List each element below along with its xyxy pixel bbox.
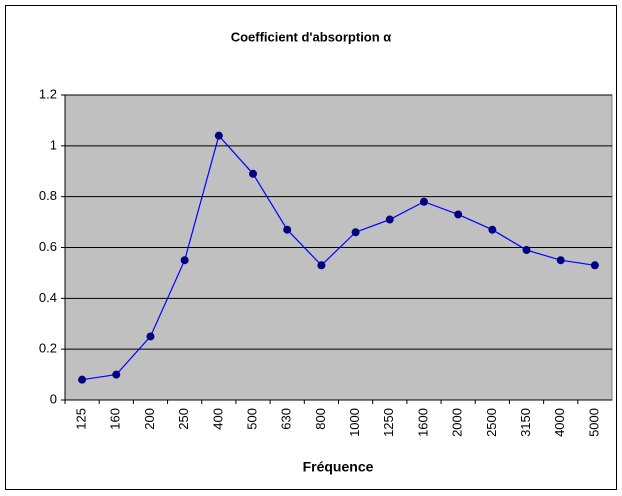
marker (180, 256, 189, 265)
x-tick-label: 400 (210, 408, 225, 430)
x-tick-label: 5000 (586, 408, 601, 437)
y-tick-label: 1.2 (39, 86, 57, 101)
marker (590, 261, 599, 270)
y-tick-label: 1 (50, 137, 57, 152)
marker (419, 197, 428, 206)
chart-title: Coefficient d'absorption α (231, 29, 392, 44)
marker (454, 210, 463, 219)
marker (522, 246, 531, 255)
line (82, 134, 595, 381)
marker (78, 375, 87, 384)
marker (351, 228, 360, 237)
x-tick-label: 1600 (415, 408, 430, 437)
marker (488, 225, 497, 234)
x-tick-label: 1000 (347, 408, 362, 437)
marker (283, 225, 292, 234)
x-tick-label: 4000 (552, 408, 567, 437)
x-tick-label: 2000 (450, 408, 465, 437)
y-tick-label: 0.4 (39, 290, 57, 305)
marker (146, 332, 155, 341)
x-tick-label: 500 (244, 408, 259, 430)
marker (214, 131, 223, 140)
x-tick-label: 3150 (518, 408, 533, 437)
marker (112, 370, 121, 379)
marker (317, 261, 326, 270)
marker (249, 169, 258, 178)
x-tick-label: 250 (176, 408, 191, 430)
x-tick-label: 160 (108, 408, 123, 430)
x-tick-label: 2500 (484, 408, 499, 437)
x-tick-label: 630 (279, 408, 294, 430)
y-tick-label: 0.2 (39, 341, 57, 356)
x-tick-label: 800 (313, 408, 328, 430)
x-tick-label: 1250 (381, 408, 396, 437)
y-tick-label: 0.8 (39, 188, 57, 203)
x-tick-label: 125 (74, 408, 89, 430)
y-tick-label: 0 (50, 391, 57, 406)
marker (556, 256, 565, 265)
x-axis-label: Fréquence (303, 459, 374, 475)
x-tick-label: 200 (142, 408, 157, 430)
marker (385, 215, 394, 224)
y-tick-label: 0.6 (39, 239, 57, 254)
